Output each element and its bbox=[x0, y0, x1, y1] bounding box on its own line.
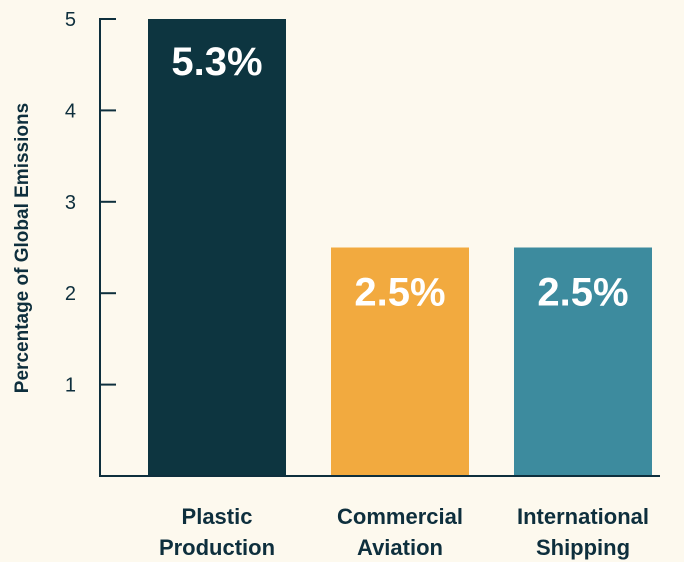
bar-labels-group: 5.3% 2.5% 2.5% bbox=[171, 40, 628, 315]
category-label-2-line-0: International bbox=[517, 504, 649, 529]
y-axis: 1 2 3 4 5 bbox=[65, 9, 116, 476]
bar-data-label-1: 2.5% bbox=[354, 271, 445, 315]
y-tick-label-2: 3 bbox=[65, 192, 76, 214]
bar-data-label-2: 2.5% bbox=[537, 271, 628, 315]
category-label-2-line-1: Shipping bbox=[536, 535, 630, 560]
y-tick-label-1: 2 bbox=[65, 283, 76, 305]
y-axis-title: Percentage of Global Emissions bbox=[12, 103, 33, 393]
category-label-0-line-0: Plastic bbox=[182, 504, 253, 529]
y-tick-label-0: 1 bbox=[65, 375, 76, 397]
y-tick-label-4: 5 bbox=[65, 9, 76, 31]
category-label-1-line-1: Aviation bbox=[357, 535, 443, 560]
y-tick-label-3: 4 bbox=[65, 100, 76, 122]
bar-data-label-0: 5.3% bbox=[171, 40, 262, 84]
category-label-0-line-1: Production bbox=[159, 535, 275, 560]
bar-1 bbox=[331, 247, 469, 476]
x-axis: Plastic Production Commercial Aviation Inter… bbox=[99, 475, 660, 560]
bar-0 bbox=[148, 19, 286, 476]
bars-group bbox=[148, 19, 652, 476]
category-label-1-line-0: Commercial bbox=[337, 504, 463, 529]
bar-2 bbox=[514, 247, 652, 476]
